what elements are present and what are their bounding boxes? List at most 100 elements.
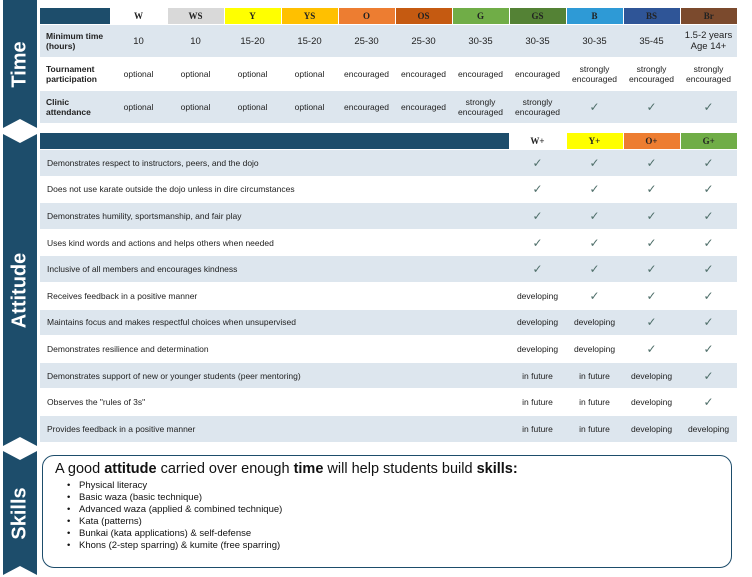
heading-text: A good [55,461,105,477]
table-row: Clinic attendance optional optional optiona… [40,90,737,124]
skills-section-label: Skills [8,486,31,540]
table-cell: optional [224,57,281,91]
belt-header-ys: YS [280,8,338,25]
table-cell: optional [224,90,281,124]
table-cell: strongly encouraged [509,90,566,124]
table-row: Maintains focus and makes respectful cho… [40,309,737,337]
level-header-g-plus: G+ [679,133,737,150]
table-cell: in future [509,388,566,416]
check-icon: ✓ [623,229,680,257]
attitude-section-label: Attitude [8,252,31,328]
table-cell: strongly encouraged [680,57,737,91]
list-item: Basic waza (basic technique) [79,492,282,504]
table-cell: optional [110,57,167,91]
row-label: Demonstrates resilience and determinatio… [40,335,509,363]
table-cell: 30-35 [509,24,566,58]
check-icon: ✓ [509,176,566,204]
table-row: Demonstrates support of new or younger s… [40,362,737,390]
table-cell: developing [566,335,623,363]
check-icon: ✓ [680,388,737,416]
heading-text: will help students build [323,461,477,477]
row-label: Demonstrates humility, sportsmanship, an… [40,202,509,230]
table-cell: 25-30 [395,24,452,58]
heading-emphasis-time: time [293,461,324,477]
check-icon: ✓ [623,149,680,177]
table-cell: in future [509,362,566,390]
check-icon: ✓ [623,90,680,124]
table-cell: in future [509,415,566,443]
belt-header-bs: BS [622,8,680,25]
table-row: Observes the "rules of 3s" in future in fu… [40,388,737,416]
table-cell: 30-35 [452,24,509,58]
row-label: Does not use karate outside the dojo unl… [40,176,509,204]
header-corner [40,8,110,25]
table-cell: strongly encouraged [566,57,623,91]
belt-header-os: OS [394,8,452,25]
check-icon: ✓ [566,229,623,257]
table-cell: encouraged [338,90,395,124]
check-icon: ✓ [623,282,680,310]
table-cell: in future [566,415,623,443]
table-cell: strongly encouraged [452,90,509,124]
attitude-section-banner: Attitude [3,134,37,446]
table-cell: in future [566,362,623,390]
check-icon: ✓ [509,229,566,257]
table-cell: developing [509,309,566,337]
table-cell: developing [566,309,623,337]
check-icon: ✓ [623,176,680,204]
belt-header-g: G [451,8,509,25]
time-section-label: Time [8,40,31,88]
table-cell: encouraged [452,57,509,91]
table-cell: optional [167,57,224,91]
skills-summary-box: A good attitude carried over enough time… [42,455,732,568]
table-row: Demonstrates respect to instructors, pee… [40,149,737,177]
row-label: Demonstrates respect to instructors, pee… [40,149,509,177]
row-label: Observes the "rules of 3s" [40,388,509,416]
attitude-requirements-table: W+ Y+ O+ G+ Demonstrates respect to instruct… [40,133,737,443]
heading-emphasis-skills: skills: [476,461,518,477]
table-cell: developing [623,388,680,416]
check-icon: ✓ [509,202,566,230]
belt-header-o: O [337,8,395,25]
list-item: Kata (patterns) [79,516,282,528]
check-icon: ✓ [566,255,623,283]
table-cell: encouraged [338,57,395,91]
check-icon: ✓ [680,149,737,177]
belt-header-gs: GS [508,8,566,25]
table-cell: strongly encouraged [623,57,680,91]
level-header-o-plus: O+ [622,133,680,150]
table-row: Uses kind words and actions and helps ot… [40,229,737,257]
table-row: Demonstrates humility, sportsmanship, an… [40,202,737,230]
table-cell: 25-30 [338,24,395,58]
table-cell: optional [167,90,224,124]
check-icon: ✓ [680,282,737,310]
row-label: Maintains focus and makes respectful cho… [40,309,509,337]
table-row: Provides feedback in a positive manner in… [40,415,737,443]
skills-list: Physical literacyBasic waza (basic techn… [79,480,282,552]
check-icon: ✓ [680,362,737,390]
table-cell: 35-45 [623,24,680,58]
row-label: Receives feedback in a positive manner [40,282,509,310]
belt-header-b: B [565,8,623,25]
table-cell: encouraged [395,57,452,91]
check-icon: ✓ [680,309,737,337]
table-row: Minimum time (hours) 10 10 15-20 15-20 25-30 2… [40,24,737,58]
check-icon: ✓ [566,90,623,124]
check-icon: ✓ [509,149,566,177]
header-corner [40,133,509,150]
table-cell: optional [281,90,338,124]
table-row: Does not use karate outside the dojo unl… [40,176,737,204]
table-cell: developing [509,282,566,310]
table-cell: 1.5-2 years Age 14+ [680,24,737,58]
skills-heading: A good attitude carried over enough time… [55,461,518,477]
table-cell: 10 [110,24,167,58]
check-icon: ✓ [566,176,623,204]
check-icon: ✓ [623,202,680,230]
level-header-w-plus: W+ [508,133,566,150]
check-icon: ✓ [680,202,737,230]
table-row: Demonstrates resilience and determinatio… [40,335,737,363]
table-cell: in future [566,388,623,416]
level-header-y-plus: Y+ [565,133,623,150]
check-icon: ✓ [623,335,680,363]
skills-section-banner: Skills [3,451,37,575]
